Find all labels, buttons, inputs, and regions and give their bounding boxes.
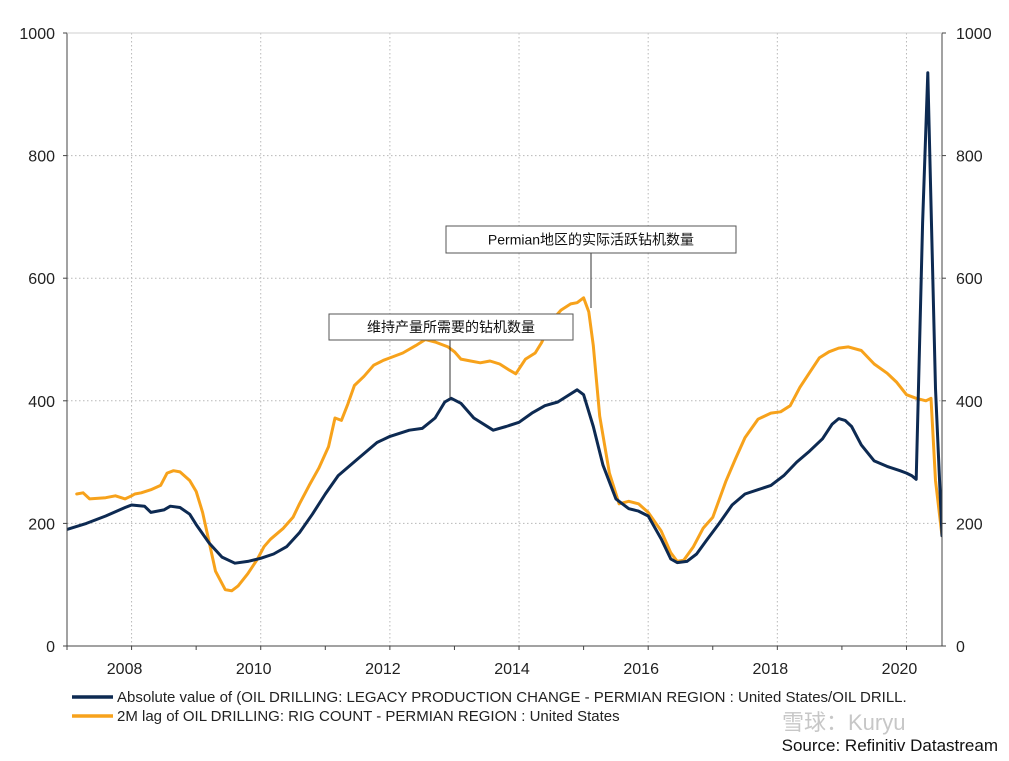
annotation-callout: Permian地区的实际活跃钻机数量 bbox=[445, 225, 737, 308]
x-tick-label: 2016 bbox=[623, 661, 659, 678]
y-tick-label-left: 200 bbox=[28, 516, 55, 533]
y-tick-label-left: 600 bbox=[28, 271, 55, 288]
y-tick-label-right: 200 bbox=[956, 516, 983, 533]
annotation-box bbox=[445, 225, 737, 254]
annotation-text: Permian地区的实际活跃钻机数量 bbox=[488, 232, 694, 248]
y-tick-label-right: 0 bbox=[956, 639, 965, 656]
x-tick-label: 2014 bbox=[494, 661, 530, 678]
source-note: Source: Refinitiv Datastream bbox=[782, 736, 998, 755]
y-tick-label-right: 600 bbox=[956, 271, 983, 288]
watermark: 雪球：Kuryu bbox=[782, 710, 905, 735]
y-tick-label-right: 400 bbox=[956, 394, 983, 411]
x-tick-label: 2020 bbox=[882, 661, 918, 678]
y-tick-label-left: 1000 bbox=[19, 26, 55, 43]
legacy-production-line bbox=[67, 71, 942, 565]
y-tick-label-left: 0 bbox=[46, 639, 55, 656]
annotation-box bbox=[328, 313, 574, 341]
annotation-callout: 维持产量所需要的钻机数量 bbox=[328, 313, 574, 398]
legend-label: Absolute value of (OIL DRILLING: LEGACY … bbox=[117, 689, 907, 706]
legend-label: 2M lag of OIL DRILLING: RIG COUNT - PERM… bbox=[117, 708, 620, 725]
axes: 0 0 200 200 400 400 600 600 800 800 1000 1000 2008 20… bbox=[19, 26, 991, 678]
y-tick-label-left: 800 bbox=[28, 149, 55, 166]
rig-count-line bbox=[75, 296, 942, 593]
y-tick-label-right: 1000 bbox=[956, 26, 992, 43]
y-tick-label-right: 800 bbox=[956, 149, 983, 166]
series-lines bbox=[67, 71, 942, 593]
legend: Absolute value of (OIL DRILLING: LEGACY … bbox=[72, 689, 907, 725]
y-tick-label-left: 400 bbox=[28, 394, 55, 411]
x-tick-label: 2018 bbox=[753, 661, 789, 678]
x-tick-label: 2008 bbox=[107, 661, 143, 678]
x-tick-label: 2010 bbox=[236, 661, 272, 678]
annotation-text: 维持产量所需要的钻机数量 bbox=[367, 319, 535, 335]
x-tick-label: 2012 bbox=[365, 661, 401, 678]
